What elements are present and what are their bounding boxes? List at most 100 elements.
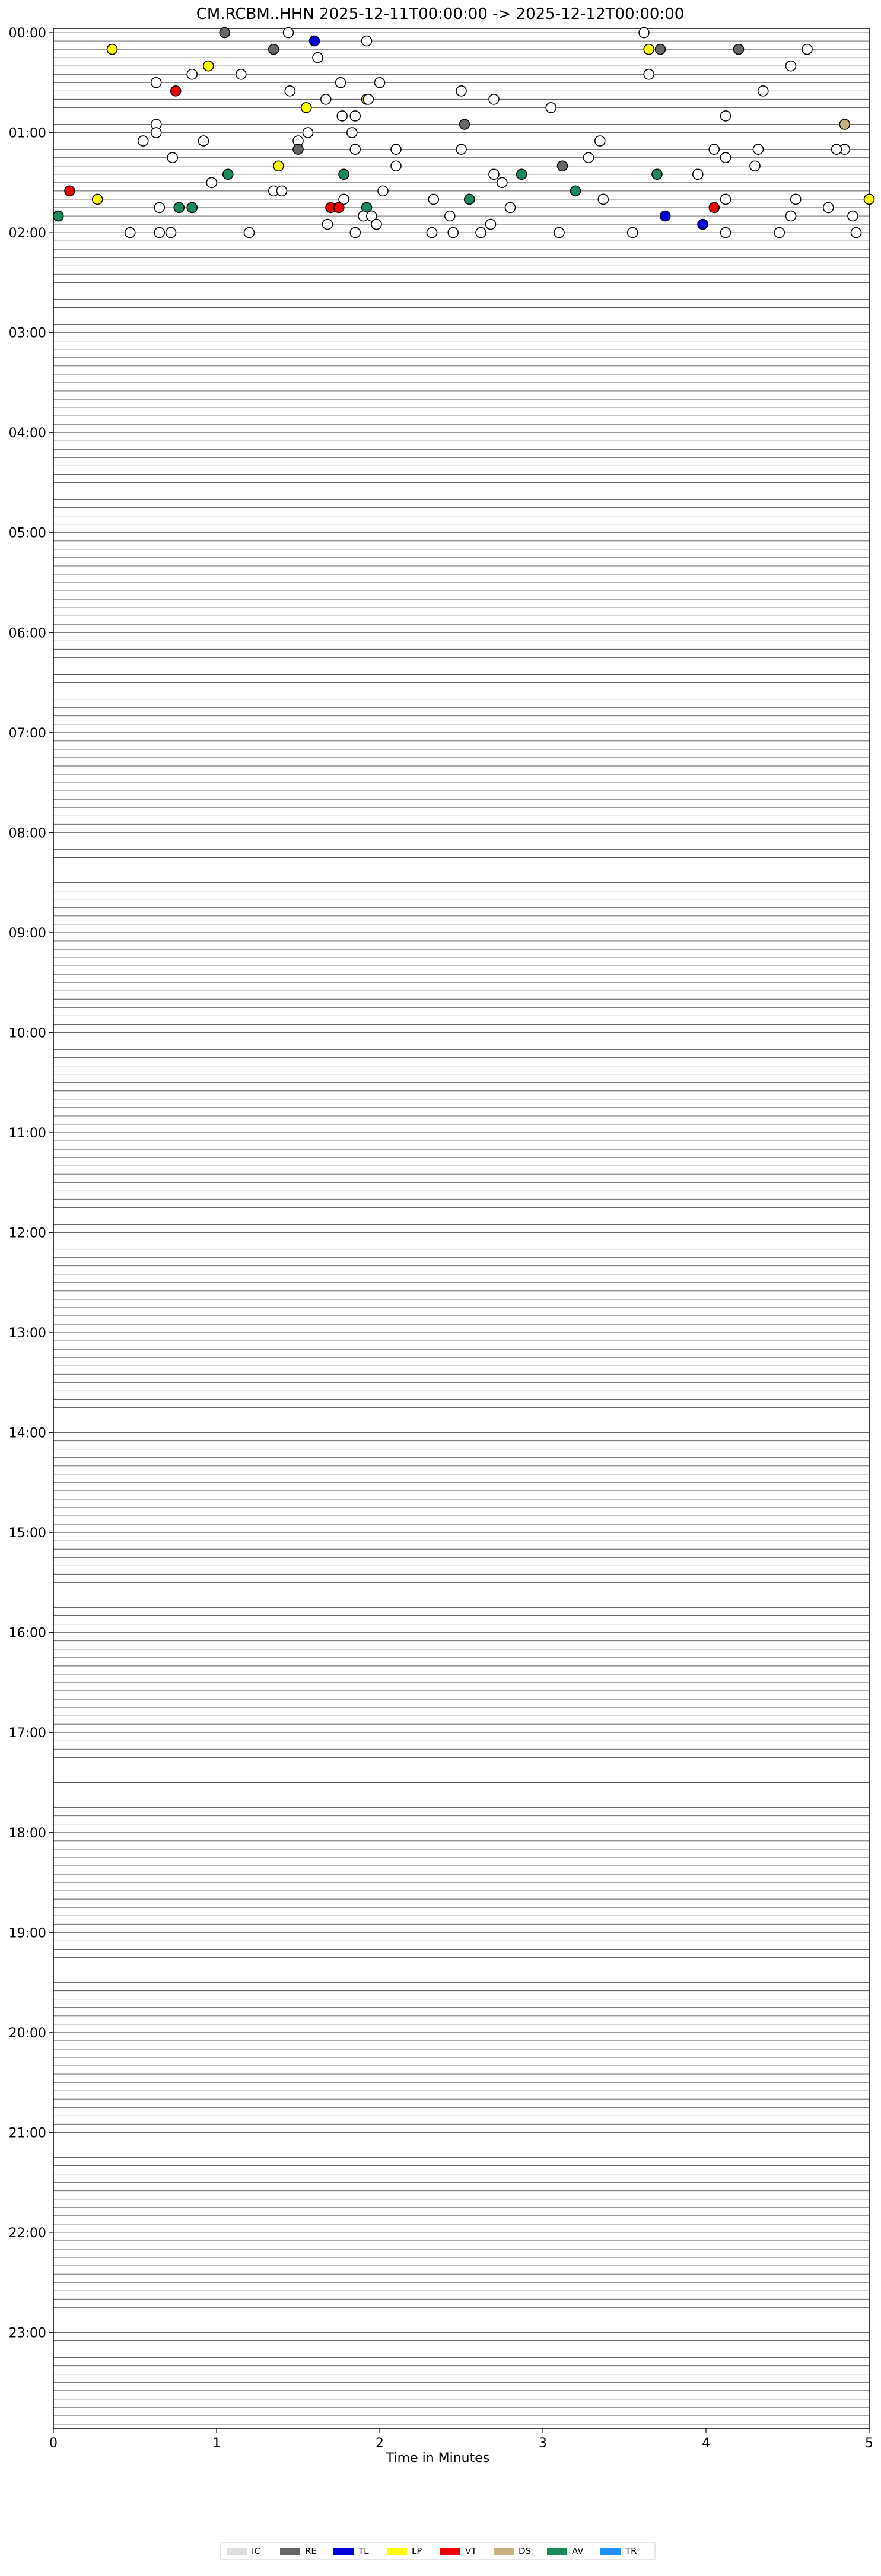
event-marker <box>708 144 720 155</box>
event-marker <box>338 168 349 180</box>
y-tick-labels: 00:00 01:00 02:00 03:00 04:00 05:00 06:00 07:00… <box>9 26 53 2340</box>
event-marker <box>52 210 64 222</box>
y-tick-label: 05:00 <box>9 526 46 541</box>
event-marker <box>488 94 500 105</box>
event-marker <box>186 202 198 214</box>
legend-swatch <box>600 2548 621 2555</box>
event-marker <box>154 227 166 238</box>
event-marker <box>556 160 568 172</box>
chart-title: CM.RCBM..HHN 2025-12-11T00:00:00 -> 2025… <box>196 5 685 23</box>
event-marker <box>475 227 486 238</box>
y-tick-label: 14:00 <box>9 1426 46 1441</box>
legend-label: LP <box>412 2546 422 2556</box>
event-marker <box>91 193 103 205</box>
event-marker <box>346 127 358 138</box>
y-tick-label: 04:00 <box>9 426 46 441</box>
event-marker <box>545 102 557 113</box>
event-marker <box>273 160 284 172</box>
y-tick-label: 17:00 <box>9 1726 46 1741</box>
event-marker <box>444 210 456 222</box>
event-marker <box>692 168 704 180</box>
event-marker <box>362 94 374 105</box>
event-marker <box>284 85 296 97</box>
event-marker <box>308 35 320 47</box>
y-tick-label: 23:00 <box>9 2326 46 2340</box>
event-marker <box>802 43 813 55</box>
event-marker <box>349 110 361 122</box>
event-marker <box>137 135 149 147</box>
y-tick-label: 20:00 <box>9 2026 46 2041</box>
y-tick-label: 16:00 <box>9 1626 46 1641</box>
event-marker <box>504 202 516 214</box>
event-marker <box>202 60 214 72</box>
event-marker <box>447 227 459 238</box>
event-marker <box>243 227 255 238</box>
legend-swatch <box>494 2548 514 2555</box>
y-tick-label: 19:00 <box>9 1926 46 1941</box>
y-tick-label: 15:00 <box>9 1526 46 1541</box>
event-marker <box>336 110 348 122</box>
event-marker <box>863 193 875 205</box>
legend-label: VT <box>465 2546 477 2556</box>
event-marker <box>198 135 209 147</box>
y-tick-label: 22:00 <box>9 2226 46 2241</box>
event-marker <box>365 210 377 222</box>
y-tick-label: 21:00 <box>9 2126 46 2141</box>
y-tick-label: 11:00 <box>9 1126 46 1141</box>
event-marker <box>720 227 731 238</box>
event-marker <box>154 202 166 214</box>
event-marker <box>516 168 527 180</box>
event-marker <box>638 27 650 39</box>
legend-swatch <box>280 2548 300 2555</box>
x-tick-label: 1 <box>212 2436 221 2451</box>
x-tick-label: 4 <box>702 2436 710 2451</box>
event-marker <box>371 218 382 230</box>
y-tick-label: 09:00 <box>9 926 46 941</box>
legend-label: TR <box>625 2546 637 2556</box>
event-marker <box>206 177 218 189</box>
event-marker <box>320 94 332 105</box>
event-marker <box>349 144 361 155</box>
event-marker <box>720 193 731 205</box>
event-marker <box>64 185 75 197</box>
event-marker <box>361 35 373 47</box>
legend-swatch <box>387 2548 407 2555</box>
event-marker <box>300 102 312 113</box>
y-tick-label: 18:00 <box>9 1826 46 1841</box>
event-marker <box>170 85 182 97</box>
plot-frame <box>53 28 870 2429</box>
event-marker <box>597 193 609 205</box>
y-tick-label: 06:00 <box>9 626 46 641</box>
event-marker <box>720 152 731 163</box>
event-marker <box>106 43 118 55</box>
event-marker <box>124 227 136 238</box>
y-tick-label: 08:00 <box>9 826 46 841</box>
event-marker <box>173 202 185 214</box>
event-marker <box>659 210 671 222</box>
legend-label: AV <box>572 2546 584 2556</box>
event-marker <box>390 144 402 155</box>
event-marker <box>374 77 386 88</box>
event-marker <box>790 193 802 205</box>
x-tick-label: 3 <box>539 2436 547 2451</box>
event-marker <box>594 135 606 147</box>
legend-swatch <box>440 2548 460 2555</box>
event-marker <box>150 127 162 138</box>
event-marker <box>390 160 402 172</box>
event-marker <box>643 68 655 80</box>
event-marker <box>167 152 179 163</box>
event-marker <box>312 52 323 63</box>
legend-swatch <box>227 2548 247 2555</box>
event-marker <box>463 193 475 205</box>
event-marker <box>186 68 198 80</box>
x-tick-label: 5 <box>865 2436 873 2451</box>
event-marker <box>485 218 497 230</box>
event-marker <box>456 85 467 97</box>
event-marker <box>554 227 565 238</box>
legend-label: RE <box>305 2546 317 2556</box>
event-marker <box>222 168 234 180</box>
legend-label: TL <box>358 2546 369 2556</box>
event-marker <box>583 152 594 163</box>
y-tick-label: 10:00 <box>9 1026 46 1041</box>
